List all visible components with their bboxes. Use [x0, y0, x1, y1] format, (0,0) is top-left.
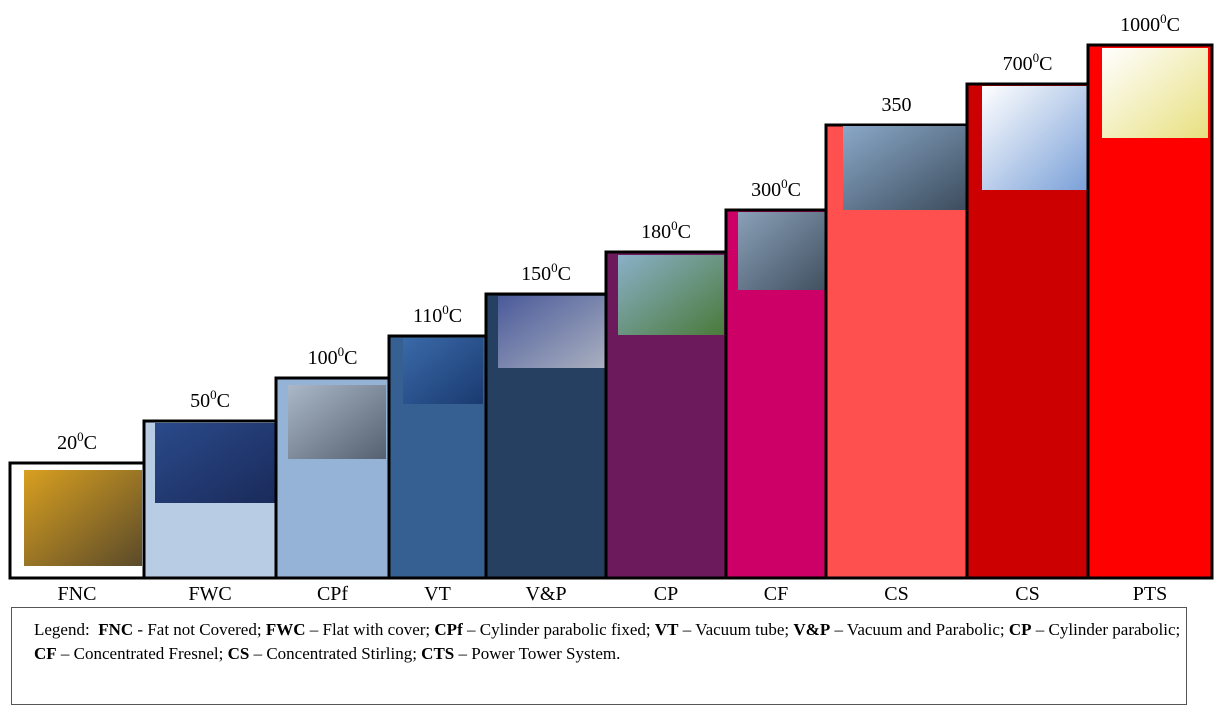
column-label: PTS	[1133, 583, 1167, 605]
photo	[738, 212, 826, 290]
legend-abbr: CF	[34, 644, 57, 663]
legend-text: – Concentrated Stirling;	[254, 644, 417, 663]
legend-abbr: CP	[1009, 620, 1032, 639]
temperature-part: C	[84, 432, 97, 454]
temperature: 200C	[57, 429, 97, 454]
temperature-part: 300	[751, 179, 781, 201]
temperature: 1100C	[413, 302, 462, 327]
column-label: CP	[654, 583, 678, 605]
legend-text: – Vacuum tube;	[683, 620, 789, 639]
temperature-part: C	[678, 221, 691, 243]
legend-abbr: FWC	[266, 620, 306, 639]
column-label: CF	[764, 583, 788, 605]
photo	[843, 126, 973, 210]
temperature-part: C	[1039, 53, 1052, 75]
legend-abbr: FNC	[98, 620, 133, 639]
legend-text: - Fat not Covered;	[137, 620, 261, 639]
temperature-part: 20	[57, 432, 77, 454]
photo	[498, 296, 606, 368]
photo	[982, 86, 1088, 190]
temperature: 1500C	[521, 260, 571, 285]
legend-text: – Flat with cover;	[310, 620, 430, 639]
temperature: 10000C	[1120, 11, 1180, 36]
temperature: 1800C	[641, 218, 691, 243]
photo	[288, 385, 386, 459]
diagram: 200CFNC500CFWC1000CCPf1100CVT1500CV&P180…	[0, 0, 1214, 606]
temperature-part: 110	[413, 305, 442, 327]
temperature: 350	[882, 94, 912, 116]
temperature-part: 1000	[1120, 14, 1160, 36]
legend-text: – Cylinder parabolic;	[1036, 620, 1180, 639]
legend-label: Legend:	[34, 620, 90, 639]
legend-abbr: VT	[655, 620, 679, 639]
column-label: CS	[1015, 583, 1039, 605]
legend-text: – Vacuum and Parabolic;	[834, 620, 1004, 639]
temperature: 500C	[190, 387, 230, 412]
column-label: VT	[424, 583, 451, 605]
legend-abbr: CTS	[421, 644, 454, 663]
legend-abbr: CPf	[434, 620, 462, 639]
page: 200CFNC500CFWC1000CCPf1100CVT1500CV&P180…	[0, 0, 1214, 713]
temperature-part: 100	[308, 347, 338, 369]
legend-text: – Cylinder parabolic fixed;	[467, 620, 651, 639]
photo	[618, 255, 724, 335]
column-label: V&P	[525, 583, 566, 605]
temperature-part: C	[558, 263, 571, 285]
temperature-part: 700	[1003, 53, 1033, 75]
temperature: 3000C	[751, 176, 801, 201]
photo	[155, 423, 277, 503]
temperature: 1000C	[308, 344, 358, 369]
temperature-part: C	[217, 390, 230, 412]
column-label: FWC	[188, 583, 231, 605]
temperature-part: 350	[882, 94, 912, 116]
temperature-part: C	[344, 347, 357, 369]
column-label: FNC	[58, 583, 97, 605]
temperature: 7000C	[1003, 50, 1053, 75]
temperature-part: C	[788, 179, 801, 201]
legend-abbr: V&P	[793, 620, 830, 639]
legend-text: – Concentrated Fresnel;	[61, 644, 223, 663]
column-label: CS	[884, 583, 908, 605]
photo	[403, 338, 483, 404]
legend-abbr: CS	[228, 644, 250, 663]
photo	[24, 470, 142, 566]
legend-text: – Power Tower System.	[459, 644, 621, 663]
legend: Legend: FNC - Fat not Covered; FWC – Fla…	[11, 607, 1187, 705]
temperature-part: 50	[190, 390, 210, 412]
temperature-part: 180	[641, 221, 671, 243]
temperature-part: C	[449, 305, 462, 327]
temperature-part: 150	[521, 263, 551, 285]
temperature-part: C	[1167, 14, 1180, 36]
photo	[1102, 48, 1208, 138]
column-label: CPf	[317, 583, 348, 605]
